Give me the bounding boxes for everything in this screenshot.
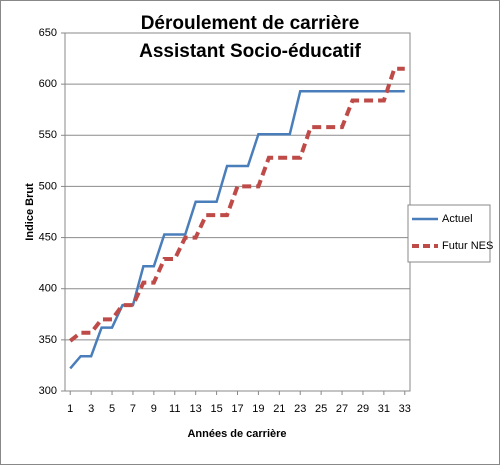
chart-subtitle: Assistant Socio-éducatif: [139, 41, 361, 62]
x-tick-label: 9: [151, 403, 157, 415]
x-tick-label: 5: [109, 403, 115, 415]
x-tick-label: 17: [231, 403, 243, 415]
x-tick-label: 23: [294, 403, 306, 415]
legend-label: Actuel: [442, 213, 473, 225]
x-tick-label: 13: [190, 403, 202, 415]
x-tick-label: 25: [315, 403, 327, 415]
y-tick-label: 350: [39, 334, 57, 346]
y-tick-label: 400: [39, 283, 57, 295]
x-axis-label: Années de carrière: [187, 428, 286, 440]
x-tick-label: 33: [399, 403, 411, 415]
y-tick-label: 550: [39, 129, 57, 141]
chart-title: Déroulement de carrière: [141, 13, 360, 34]
series-line: [68, 66, 405, 343]
y-tick-label: 650: [39, 27, 57, 39]
x-tick-label: 29: [357, 403, 369, 415]
legend-box: [407, 204, 491, 263]
x-tick-label: 3: [88, 403, 94, 415]
x-tick-label: 11: [169, 403, 180, 415]
y-tick-label: 600: [39, 78, 57, 90]
x-tick-label: 27: [336, 403, 348, 415]
x-tick-label: 31: [378, 403, 390, 415]
x-tick-label: 19: [252, 403, 264, 415]
legend-label: Futur NES: [442, 240, 493, 252]
y-tick-label: 300: [39, 385, 57, 397]
y-tick-label: 500: [39, 180, 57, 192]
y-axis-label: Indice Brut: [24, 183, 36, 241]
x-tick-label: 21: [273, 403, 285, 415]
x-tick-label: 7: [130, 403, 136, 415]
x-tick-label: 15: [210, 403, 222, 415]
y-tick-label: 450: [39, 231, 57, 243]
x-tick-label: 1: [67, 403, 73, 415]
